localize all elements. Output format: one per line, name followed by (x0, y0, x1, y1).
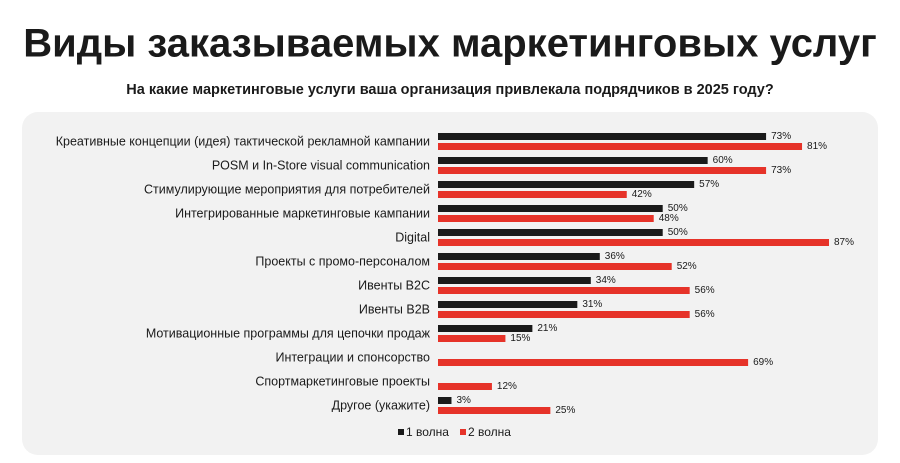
category-label: Ивенты B2C (358, 278, 430, 292)
bar (438, 397, 452, 404)
value-label: 36% (605, 251, 625, 262)
value-label: 3% (456, 395, 471, 406)
bar (438, 191, 627, 198)
value-label: 56% (695, 285, 715, 296)
category-label: Digital (395, 230, 430, 244)
bar (438, 143, 803, 150)
bar (438, 359, 749, 366)
legend-swatch (398, 429, 404, 435)
category-label: POSM и In-Store visual communication (212, 158, 430, 172)
category-label: Спортмаркетинговые проекты (255, 374, 430, 388)
value-label: 21% (537, 323, 557, 334)
chart-title: Виды заказываемых маркетинговых услуг (23, 22, 876, 66)
value-label: 56% (695, 309, 715, 320)
legend-label: 2 волна (468, 425, 511, 439)
category-label: Другое (укажите) (332, 398, 430, 412)
bar (438, 167, 767, 174)
bar (438, 205, 663, 212)
value-label: 42% (632, 189, 652, 200)
value-label: 73% (771, 131, 791, 142)
value-label: 60% (713, 155, 733, 166)
category-label: Мотивационные программы для цепочки прод… (146, 326, 431, 340)
bar (438, 157, 708, 164)
category-label: Интеграции и спонсорство (275, 350, 430, 364)
category-label: Проекты с промо-персоналом (255, 254, 430, 268)
value-label: 34% (596, 275, 616, 286)
value-label: 73% (771, 165, 791, 176)
value-label: 50% (668, 227, 688, 238)
value-label: 69% (753, 357, 773, 368)
category-label: Интегрированные маркетинговые кампании (175, 206, 430, 220)
bar (438, 407, 551, 414)
value-label: 15% (510, 333, 530, 344)
value-label: 87% (834, 237, 854, 248)
chart-subtitle: На какие маркетинговые услуги ваша орган… (126, 82, 774, 98)
bar (438, 301, 578, 308)
value-label: 57% (699, 179, 719, 190)
value-label: 52% (677, 261, 697, 272)
value-label: 25% (555, 405, 575, 416)
legend-swatch (460, 429, 466, 435)
value-label: 48% (659, 213, 679, 224)
bar (438, 263, 672, 270)
bar (438, 335, 506, 342)
bar (438, 239, 829, 246)
bar (438, 229, 663, 236)
legend-label: 1 волна (406, 425, 449, 439)
category-label: Стимулирующие мероприятия для потребител… (144, 182, 430, 196)
bar (438, 181, 695, 188)
value-label: 81% (807, 141, 827, 152)
value-label: 50% (668, 203, 688, 214)
bar (438, 383, 492, 390)
bar (438, 277, 591, 284)
bar (438, 253, 600, 260)
category-label: Креативные концепции (идея) тактической … (56, 134, 430, 148)
bar (438, 325, 533, 332)
bar (438, 287, 690, 294)
bar (438, 215, 654, 222)
bar (438, 311, 690, 318)
category-label: Ивенты B2B (359, 302, 430, 316)
value-label: 31% (582, 299, 602, 310)
value-label: 12% (497, 381, 517, 392)
bar (438, 133, 767, 140)
